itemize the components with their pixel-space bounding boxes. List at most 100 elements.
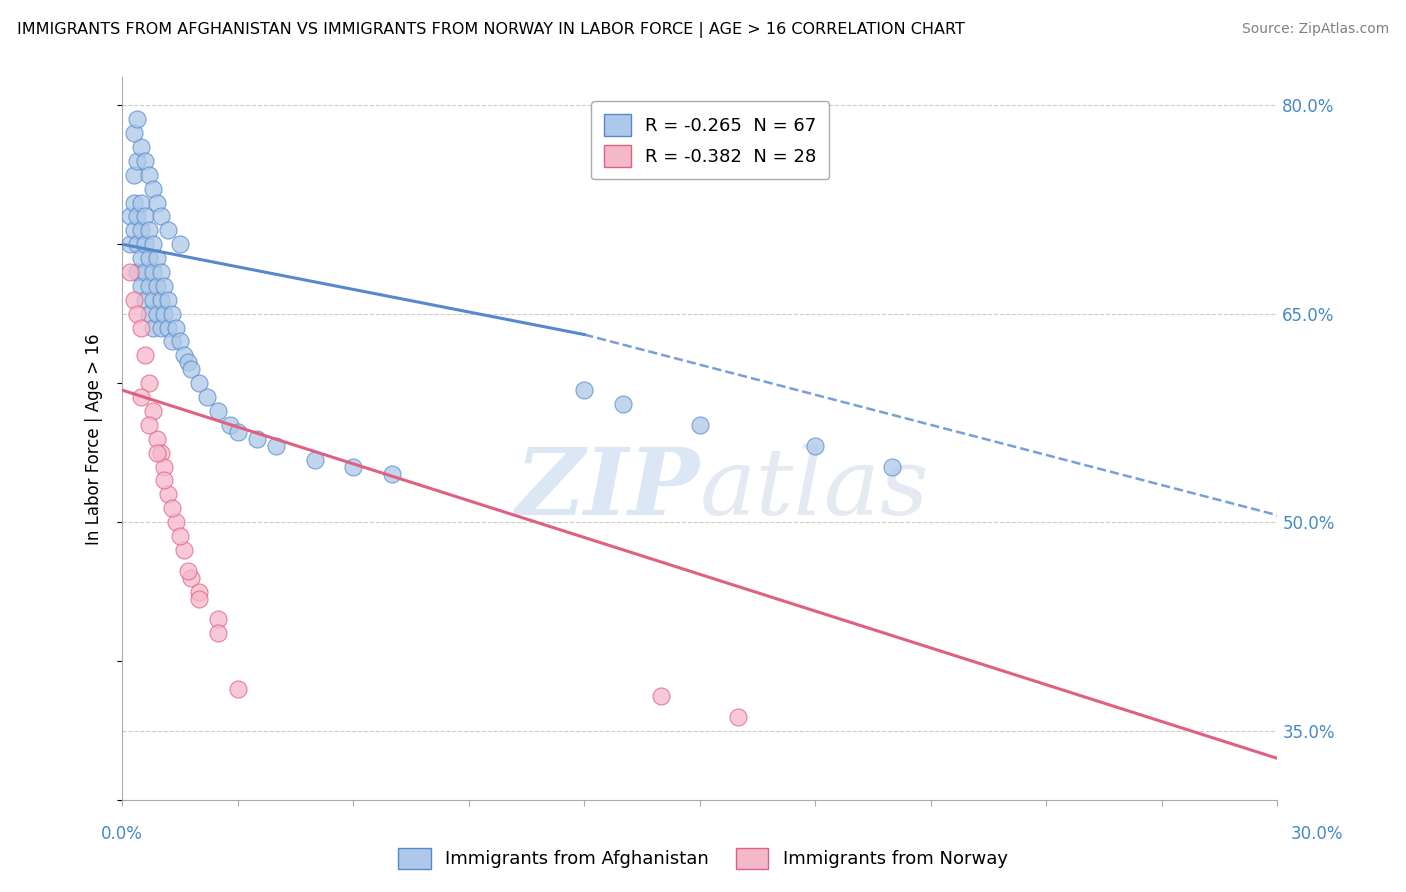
Point [180, 571, 202, 585]
Point [138, 223, 160, 237]
Point [572, 383, 595, 397]
Point [180, 362, 202, 376]
Point [134, 265, 156, 279]
Point [127, 307, 149, 321]
Point [145, 195, 167, 210]
Point [195, 390, 218, 404]
Point [153, 474, 176, 488]
Text: IMMIGRANTS FROM AFGHANISTAN VS IMMIGRANTS FROM NORWAY IN LABOR FORCE | AGE > 16 : IMMIGRANTS FROM AFGHANISTAN VS IMMIGRANT… [17, 22, 965, 38]
Point [138, 251, 160, 265]
Point [118, 265, 141, 279]
Point [153, 279, 176, 293]
Point [142, 404, 165, 418]
Point [612, 397, 634, 411]
Point [650, 689, 672, 703]
Point [157, 223, 180, 237]
Point [134, 237, 156, 252]
Y-axis label: In Labor Force | Age > 16: In Labor Force | Age > 16 [86, 333, 103, 544]
Point [145, 251, 167, 265]
Point [134, 348, 156, 362]
Point [122, 126, 145, 140]
Point [142, 320, 165, 334]
Point [122, 223, 145, 237]
Point [226, 681, 249, 696]
Point [145, 445, 167, 459]
Point [138, 279, 160, 293]
Point [157, 320, 180, 334]
Point [160, 334, 183, 349]
Point [142, 293, 165, 307]
Point [134, 153, 156, 168]
Point [149, 445, 172, 459]
Point [188, 591, 211, 606]
Point [118, 210, 141, 224]
Point [176, 355, 198, 369]
Text: Source: ZipAtlas.com: Source: ZipAtlas.com [1241, 22, 1389, 37]
Point [118, 237, 141, 252]
Point [127, 265, 149, 279]
Point [157, 293, 180, 307]
Point [207, 626, 229, 640]
Point [264, 439, 287, 453]
Point [138, 168, 160, 182]
Point [131, 251, 153, 265]
Point [122, 293, 145, 307]
Point [149, 320, 172, 334]
Point [149, 293, 172, 307]
Point [127, 237, 149, 252]
Text: 0.0%: 0.0% [101, 825, 143, 843]
Point [127, 112, 149, 127]
Point [138, 307, 160, 321]
Point [188, 584, 211, 599]
Point [134, 293, 156, 307]
Point [122, 168, 145, 182]
Point [131, 223, 153, 237]
Point [131, 140, 153, 154]
Point [142, 237, 165, 252]
Point [157, 487, 180, 501]
Point [219, 417, 242, 432]
Point [207, 404, 229, 418]
Point [342, 459, 364, 474]
Point [169, 529, 191, 543]
Point [165, 515, 187, 529]
Text: 30.0%: 30.0% [1291, 825, 1343, 843]
Point [138, 376, 160, 391]
Point [165, 320, 187, 334]
Point [727, 709, 749, 723]
Point [173, 348, 195, 362]
Point [381, 467, 404, 481]
Point [207, 612, 229, 626]
Point [169, 237, 191, 252]
Point [304, 452, 326, 467]
Point [145, 279, 167, 293]
Point [149, 265, 172, 279]
Point [127, 210, 149, 224]
Point [169, 334, 191, 349]
Point [160, 307, 183, 321]
Point [131, 320, 153, 334]
Point [153, 307, 176, 321]
Point [804, 439, 827, 453]
Text: ZIP: ZIP [516, 444, 700, 534]
Point [153, 459, 176, 474]
Point [246, 432, 269, 446]
Point [134, 210, 156, 224]
Point [131, 279, 153, 293]
Legend: R = -0.265  N = 67, R = -0.382  N = 28: R = -0.265 N = 67, R = -0.382 N = 28 [592, 101, 830, 179]
Point [122, 195, 145, 210]
Point [142, 265, 165, 279]
Text: atlas: atlas [700, 444, 929, 534]
Point [160, 501, 183, 516]
Point [149, 210, 172, 224]
Point [142, 181, 165, 195]
Point [188, 376, 211, 391]
Point [145, 307, 167, 321]
Point [689, 417, 711, 432]
Point [131, 390, 153, 404]
Point [173, 543, 195, 558]
Legend: Immigrants from Afghanistan, Immigrants from Norway: Immigrants from Afghanistan, Immigrants … [391, 840, 1015, 876]
Point [127, 153, 149, 168]
Point [131, 195, 153, 210]
Point [176, 564, 198, 578]
